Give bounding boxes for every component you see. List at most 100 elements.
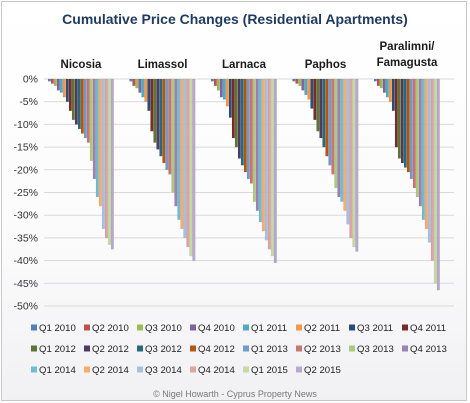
bar bbox=[313, 78, 317, 121]
bar bbox=[186, 78, 190, 248]
bar bbox=[409, 78, 413, 180]
bar bbox=[355, 78, 359, 252]
bar bbox=[77, 78, 81, 130]
credit-text: © Nigel Howarth - Cyprus Property News bbox=[153, 389, 317, 399]
bar bbox=[307, 78, 311, 100]
bar bbox=[316, 78, 320, 132]
bar bbox=[153, 78, 157, 143]
bar bbox=[189, 78, 193, 257]
y-tick-label: -50% bbox=[13, 301, 38, 313]
y-tick-label: -15% bbox=[13, 142, 38, 154]
bar bbox=[406, 78, 410, 173]
bar bbox=[400, 78, 404, 164]
legend-label: Q3 2012 bbox=[145, 344, 182, 355]
legend-label: Q1 2015 bbox=[251, 365, 288, 376]
bar bbox=[50, 78, 54, 84]
y-tick-label: -10% bbox=[13, 119, 38, 131]
bar bbox=[424, 78, 428, 229]
bar bbox=[47, 78, 51, 82]
legend-label: Q2 2012 bbox=[92, 344, 129, 355]
bar bbox=[349, 78, 353, 239]
bar bbox=[101, 78, 105, 229]
category-label: Paralimni/Famagusta bbox=[377, 41, 438, 69]
bar bbox=[337, 78, 341, 198]
bar bbox=[210, 78, 214, 82]
y-tick-label: -35% bbox=[13, 232, 38, 244]
bar bbox=[62, 78, 66, 98]
y-tick-label: -40% bbox=[13, 255, 38, 267]
bar bbox=[104, 78, 108, 239]
bar bbox=[83, 78, 87, 139]
legend-label: Q3 2010 bbox=[145, 323, 182, 334]
legend-swatch bbox=[296, 324, 302, 331]
y-axis-ticks: 0% -5% -10% -15% -20% -25% -30% -35% -40% -45% -50… bbox=[13, 74, 38, 313]
bar bbox=[322, 78, 326, 148]
legend-label: Q3 2013 bbox=[357, 344, 394, 355]
legend-label: Q2 2013 bbox=[304, 344, 341, 355]
bar bbox=[382, 78, 386, 93]
bar bbox=[228, 78, 232, 118]
bar bbox=[403, 78, 407, 168]
legend-label: Q4 2012 bbox=[198, 344, 235, 355]
legend-swatch bbox=[349, 345, 355, 352]
bar bbox=[295, 78, 299, 84]
bar bbox=[144, 78, 148, 102]
bar bbox=[107, 78, 111, 245]
y-tick-label: -5% bbox=[19, 96, 38, 108]
bars bbox=[47, 78, 440, 291]
legend-label: Q3 2014 bbox=[145, 365, 182, 376]
y-tick-label: -20% bbox=[13, 164, 38, 176]
bar bbox=[421, 78, 425, 220]
bar bbox=[98, 78, 102, 207]
bar bbox=[59, 78, 63, 93]
bar bbox=[301, 78, 305, 91]
bar bbox=[343, 78, 347, 211]
bar bbox=[174, 78, 178, 207]
legend-swatch bbox=[402, 324, 408, 331]
bar bbox=[183, 78, 187, 239]
bar bbox=[430, 78, 434, 261]
bar bbox=[80, 78, 84, 134]
category-label: Paphos bbox=[305, 59, 347, 71]
legend-swatch bbox=[84, 366, 90, 373]
legend-swatch bbox=[243, 324, 249, 331]
legend-label: Q1 2014 bbox=[39, 365, 76, 376]
legend-swatch bbox=[137, 324, 143, 331]
legend-swatch bbox=[137, 345, 143, 352]
bar bbox=[53, 78, 57, 86]
y-tick-label: -45% bbox=[13, 278, 38, 290]
chart-title: Cumulative Price Changes (Residential Ap… bbox=[62, 11, 408, 27]
bar bbox=[147, 78, 151, 111]
legend-swatch bbox=[190, 324, 196, 331]
bar bbox=[427, 78, 431, 243]
bar bbox=[373, 78, 377, 82]
legend-swatch bbox=[84, 324, 90, 331]
bar bbox=[319, 78, 323, 139]
bar bbox=[92, 78, 96, 180]
bar bbox=[261, 78, 265, 232]
bar bbox=[71, 78, 75, 121]
category-labels: Nicosia Limassol Larnaca Paphos Paralimni/Fa… bbox=[61, 41, 438, 71]
bar bbox=[249, 78, 253, 184]
legend-swatch bbox=[243, 366, 249, 373]
bar bbox=[246, 78, 250, 180]
bar bbox=[68, 78, 72, 111]
legend-label: Q1 2011 bbox=[251, 323, 287, 334]
bar bbox=[129, 78, 133, 82]
legend-swatch bbox=[31, 324, 37, 331]
legend-label: Q4 2014 bbox=[198, 365, 235, 376]
bar bbox=[415, 78, 419, 198]
bar bbox=[237, 78, 241, 159]
bar bbox=[74, 78, 78, 125]
bar bbox=[412, 78, 416, 189]
bar bbox=[331, 78, 335, 175]
bar bbox=[397, 78, 401, 159]
bar bbox=[385, 78, 389, 98]
legend-label: Q2 2011 bbox=[304, 323, 340, 334]
bar bbox=[376, 78, 380, 86]
bar bbox=[325, 78, 329, 157]
legend-label: Q2 2010 bbox=[92, 323, 129, 334]
bar bbox=[418, 78, 422, 207]
